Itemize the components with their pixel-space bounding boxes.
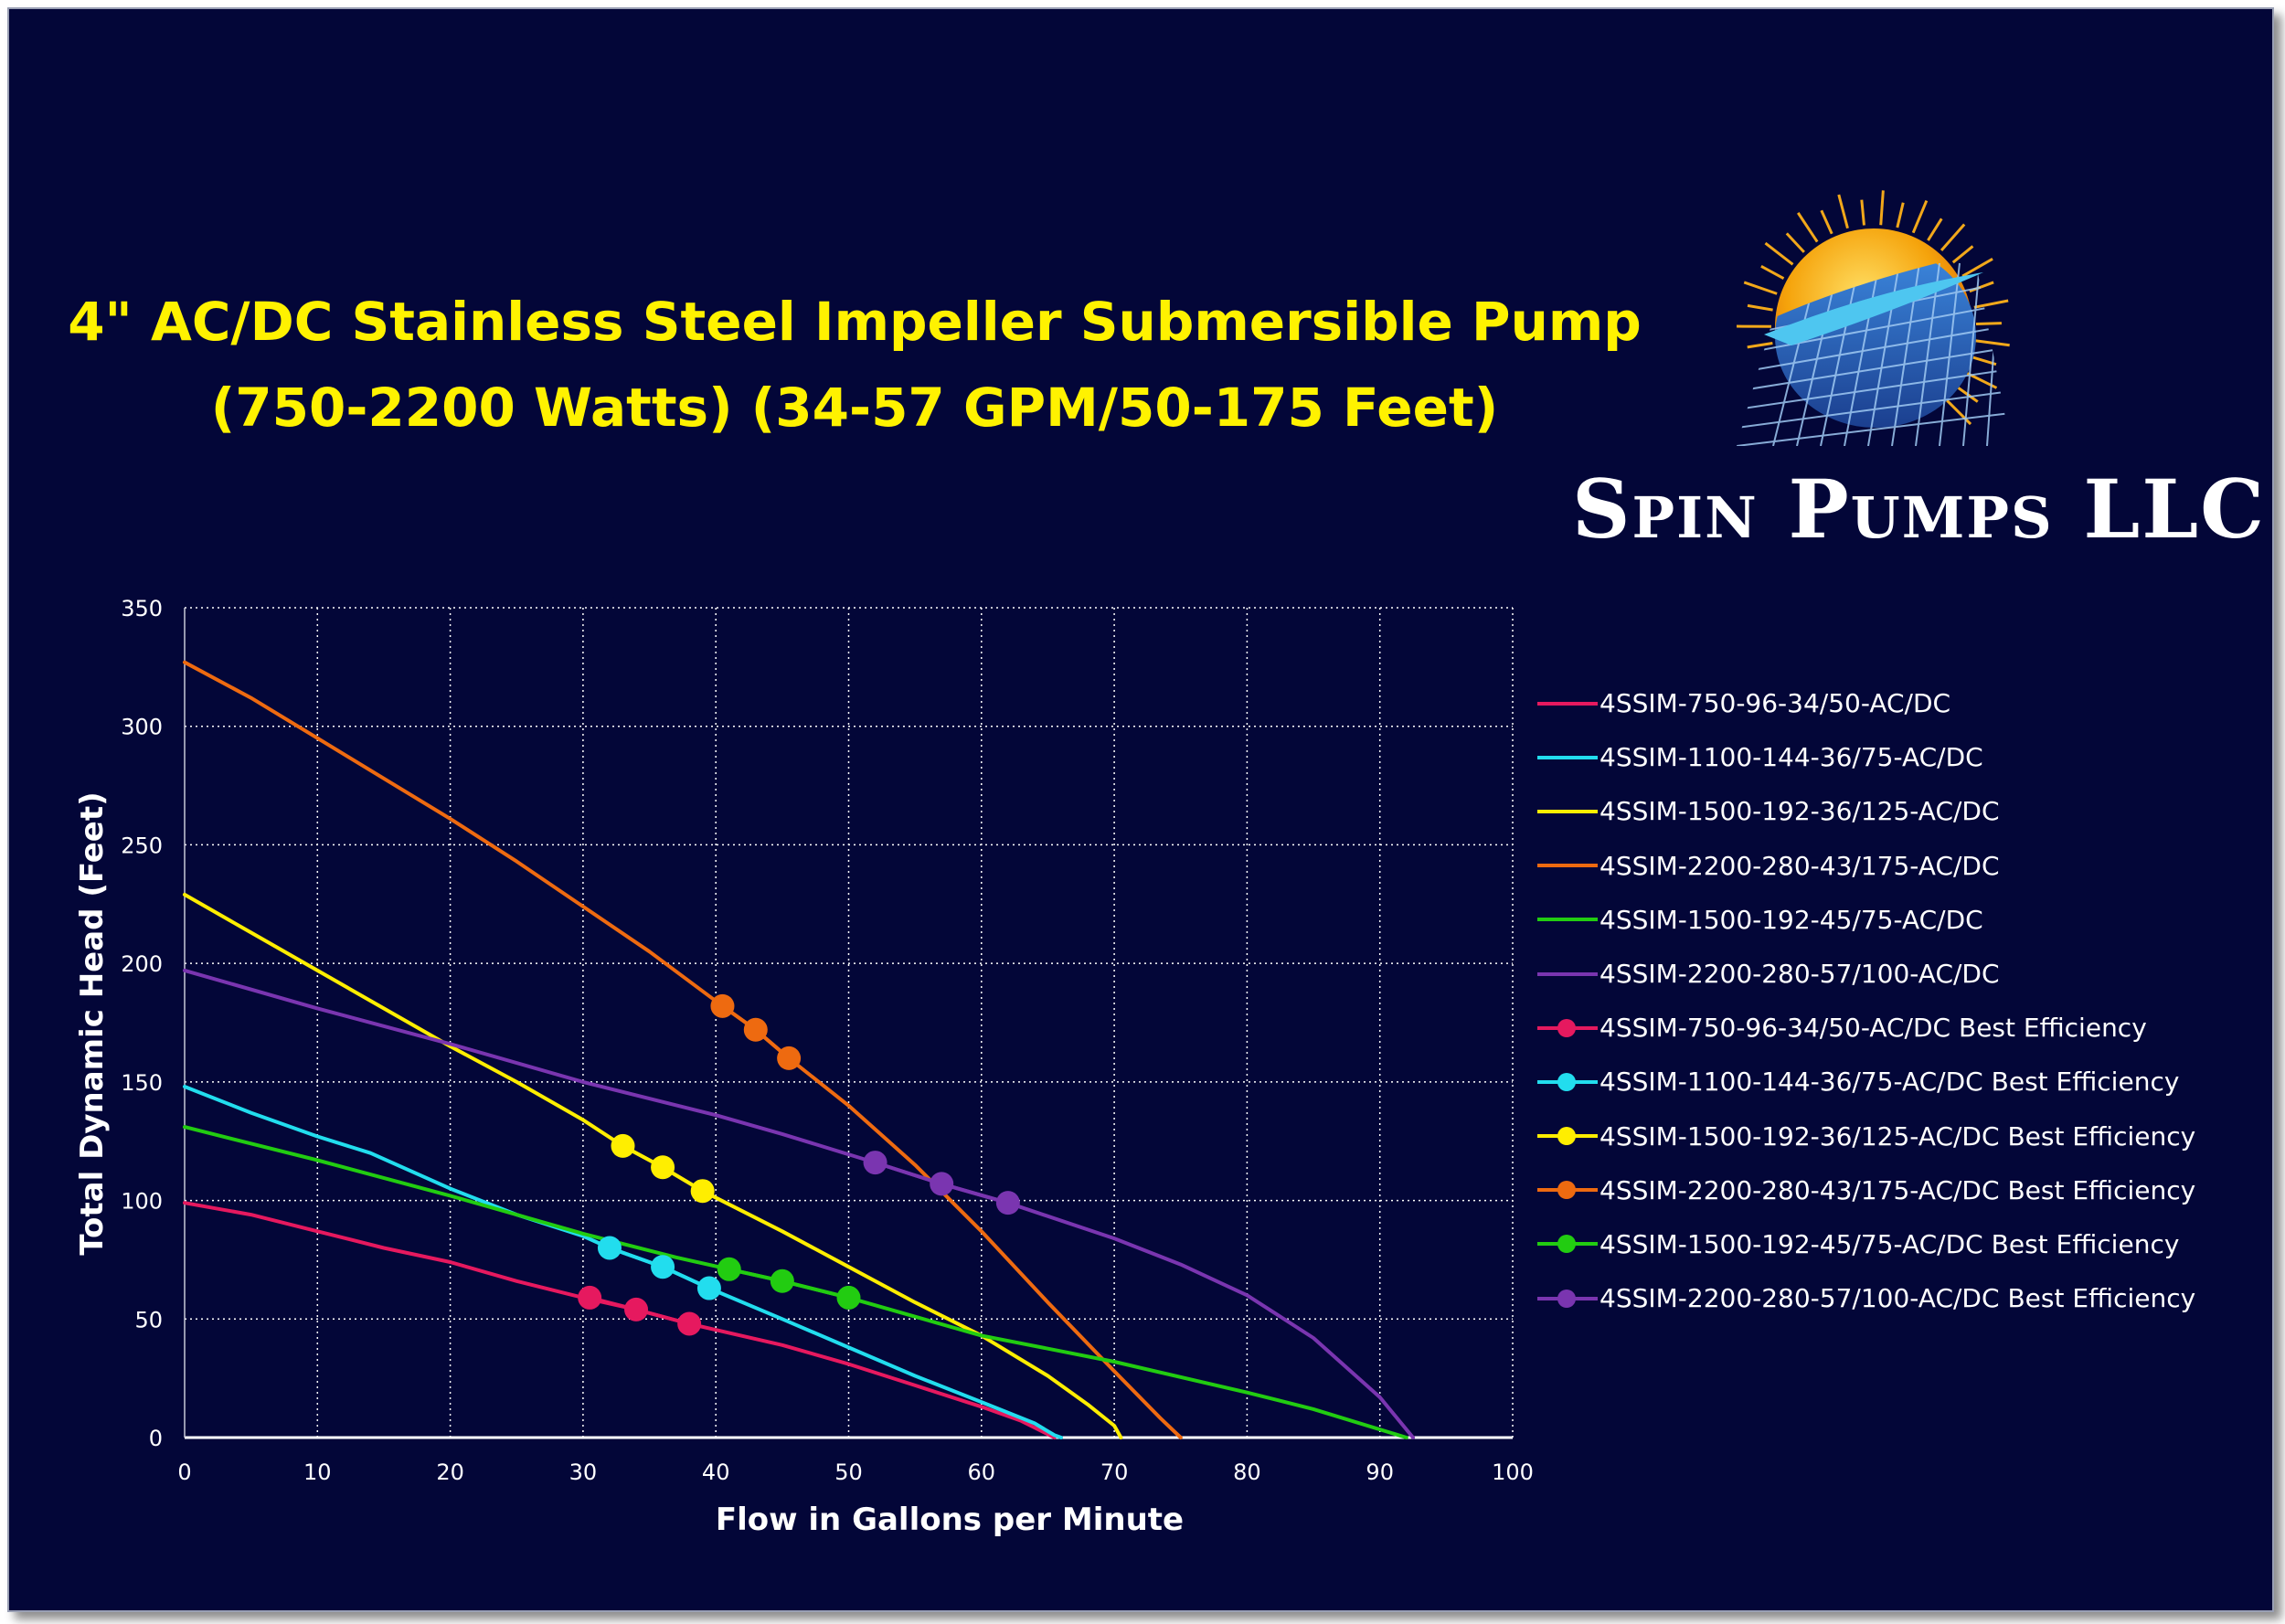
- legend: 4SSIM-750-96-34/50-AC/DC 4SSIM-1100-144-3…: [1537, 676, 2195, 1325]
- x-tick-label: 0: [177, 1459, 191, 1485]
- best-efficiency-point: [930, 1172, 954, 1196]
- legend-swatch: [1537, 1018, 1598, 1037]
- legend-swatch: [1537, 965, 1598, 983]
- x-tick-label: 100: [1492, 1459, 1534, 1485]
- legend-label: 4SSIM-1100-144-36/75-AC/DC Best Efficien…: [1600, 1067, 2180, 1098]
- sun-rays: [1737, 190, 2010, 426]
- best-efficiency-points: [578, 993, 1020, 1336]
- y-tick-label: 150: [121, 1070, 163, 1096]
- legend-item: 4SSIM-1500-192-45/75-AC/DC: [1537, 893, 2195, 947]
- legend-swatch: [1537, 1235, 1598, 1254]
- y-tick-label: 0: [149, 1426, 163, 1451]
- y-axis-label: Total Dynamic Head (Feet): [74, 791, 111, 1255]
- y-tick-label: 200: [121, 951, 163, 977]
- legend-label: 4SSIM-2200-280-57/100-AC/DC: [1600, 959, 2000, 990]
- x-tick-label: 40: [702, 1459, 730, 1485]
- best-efficiency-point: [770, 1268, 794, 1293]
- legend-swatch: [1537, 856, 1598, 875]
- axes: [184, 608, 1513, 1439]
- best-efficiency-point: [777, 1046, 802, 1070]
- legend-label: 4SSIM-750-96-34/50-AC/DC Best Efficiency: [1600, 1013, 2147, 1044]
- legend-label: 4SSIM-1500-192-36/125-AC/DC Best Efficie…: [1600, 1120, 2196, 1152]
- best-efficiency-point: [710, 993, 735, 1018]
- legend-label: 4SSIM-2200-280-43/175-AC/DC Best Efficie…: [1600, 1174, 2196, 1205]
- legend-swatch: [1537, 910, 1598, 929]
- legend-item: 4SSIM-1100-144-36/75-AC/DC Best Efficien…: [1537, 1055, 2195, 1109]
- best-efficiency-point: [717, 1257, 741, 1281]
- grid: [185, 607, 1514, 1438]
- legend-item: 4SSIM-1500-192-36/125-AC/DC Best Efficie…: [1537, 1109, 2195, 1163]
- best-efficiency-point: [651, 1255, 675, 1279]
- x-tick-labels: 0 10 20 30 40 50 60 70 80 90 100: [177, 1459, 1534, 1485]
- chart-title-line-1: 4" AC/DC Stainless Steel Impeller Submer…: [68, 291, 1642, 353]
- legend-label: 4SSIM-2200-280-57/100-AC/DC Best Efficie…: [1600, 1283, 2196, 1314]
- x-tick-label: 50: [834, 1459, 863, 1485]
- x-tick-label: 20: [436, 1459, 464, 1485]
- x-tick-label: 90: [1366, 1459, 1394, 1485]
- best-efficiency-point: [696, 1276, 721, 1300]
- legend-swatch: [1537, 748, 1598, 767]
- legend-item: 4SSIM-1500-192-36/125-AC/DC: [1537, 784, 2195, 838]
- x-tick-label: 70: [1100, 1459, 1129, 1485]
- best-efficiency-point: [597, 1236, 622, 1260]
- best-efficiency-point: [863, 1151, 887, 1175]
- best-efficiency-point: [578, 1285, 602, 1310]
- series-line-6: [183, 968, 1415, 1439]
- legend-label: 4SSIM-1500-192-36/125-AC/DC: [1600, 796, 2000, 827]
- legend-item: 4SSIM-750-96-34/50-AC/DC: [1537, 676, 2195, 730]
- best-efficiency-point: [690, 1179, 715, 1204]
- legend-item: 4SSIM-2200-280-43/175-AC/DC: [1537, 839, 2195, 893]
- x-tick-label: 30: [569, 1459, 598, 1485]
- y-tick-label: 50: [134, 1307, 163, 1332]
- legend-swatch: [1537, 1072, 1598, 1091]
- sun-solar-panel-logo-icon: [1737, 190, 2011, 446]
- x-tick-label: 80: [1233, 1459, 1261, 1485]
- best-efficiency-point: [743, 1017, 768, 1042]
- legend-label: 4SSIM-1500-192-45/75-AC/DC: [1600, 904, 1983, 935]
- x-axis-label: Flow in Gallons per Minute: [716, 1502, 1184, 1538]
- legend-label: 4SSIM-2200-280-43/175-AC/DC: [1600, 850, 2000, 881]
- x-tick-label: 10: [303, 1459, 332, 1485]
- y-tick-label: 100: [121, 1189, 163, 1215]
- legend-label: 4SSIM-750-96-34/50-AC/DC: [1600, 688, 1951, 719]
- best-efficiency-point: [624, 1297, 649, 1321]
- best-efficiency-point: [995, 1191, 1020, 1215]
- chart-title: 4" AC/DC Stainless Steel Impeller Submer…: [0, 279, 1709, 451]
- y-tick-labels: 0 50 100 150 200 250 300 350: [121, 596, 163, 1451]
- chart-title-line-2: (750-2200 Watts) (34-57 GPM/50-175 Feet): [210, 377, 1499, 439]
- best-efficiency-point: [677, 1311, 702, 1336]
- legend-label: 4SSIM-1500-192-45/75-AC/DC Best Efficien…: [1600, 1228, 2180, 1259]
- y-tick-label: 250: [121, 833, 163, 858]
- legend-item: 4SSIM-750-96-34/50-AC/DC Best Efficiency: [1537, 1001, 2195, 1055]
- legend-label: 4SSIM-1100-144-36/75-AC/DC: [1600, 742, 1983, 773]
- legend-swatch: [1537, 1289, 1598, 1308]
- swoosh: [1764, 272, 1983, 345]
- legend-swatch: [1537, 695, 1598, 713]
- legend-item: 4SSIM-1500-192-45/75-AC/DC Best Efficien…: [1537, 1217, 2195, 1271]
- x-tick-label: 60: [968, 1459, 996, 1485]
- legend-swatch: [1537, 1181, 1598, 1200]
- legend-swatch: [1537, 802, 1598, 821]
- legend-swatch: [1537, 1127, 1598, 1146]
- best-efficiency-point: [836, 1285, 861, 1310]
- y-tick-label: 350: [121, 596, 163, 621]
- y-tick-label: 300: [121, 715, 163, 740]
- legend-item: 4SSIM-2200-280-43/175-AC/DC Best Efficie…: [1537, 1163, 2195, 1217]
- best-efficiency-point: [611, 1133, 635, 1158]
- legend-item: 4SSIM-1100-144-36/75-AC/DC: [1537, 730, 2195, 784]
- legend-item: 4SSIM-2200-280-57/100-AC/DC Best Efficie…: [1537, 1271, 2195, 1325]
- series-lines: [183, 660, 1415, 1439]
- best-efficiency-point: [651, 1155, 675, 1180]
- brand-name: Spin Pumps LLC: [1572, 462, 2267, 557]
- legend-item: 4SSIM-2200-280-57/100-AC/DC: [1537, 947, 2195, 1001]
